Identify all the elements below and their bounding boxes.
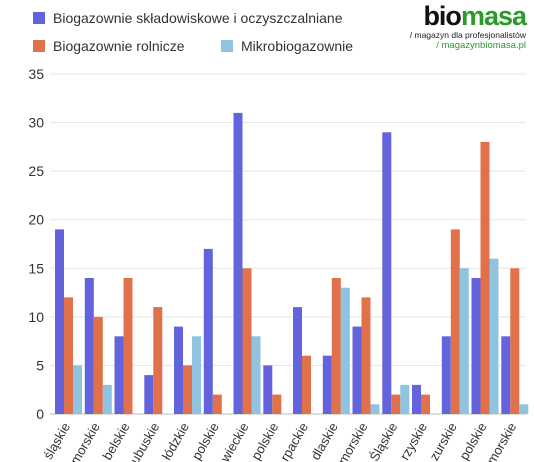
y-axis-ticks: 0 5 10 15 20 25 30 35 <box>28 66 44 422</box>
x-tick-label: morskie <box>484 420 520 462</box>
bar-series-3 <box>192 336 201 414</box>
legend-swatch <box>33 12 45 24</box>
bar-series-3 <box>340 287 350 414</box>
x-tick-label: śląskie <box>40 420 73 462</box>
bar-series-3 <box>73 365 82 414</box>
x-tick-label: rpackie <box>277 420 311 462</box>
x-tick-label: zurskie <box>426 420 460 462</box>
legend-label: Biogazownie składowiskowe i oczyszczalni… <box>53 10 343 26</box>
bar-series-2 <box>450 229 460 414</box>
bar-series-1 <box>293 307 302 414</box>
x-tick-label: belskie <box>99 420 132 462</box>
x-tick-label: Śląskie <box>366 420 400 462</box>
legend-item-series-2: Biogazownie rolnicze <box>33 38 185 54</box>
legend-item-series-3: Mikrobiogazownie <box>221 38 353 54</box>
brand-logo: biomasa <box>410 1 527 31</box>
bar-series-1 <box>233 112 243 415</box>
x-tick-label: wieckie <box>217 420 252 462</box>
y-tick-label: 5 <box>36 357 44 373</box>
bar-series-3 <box>102 384 112 414</box>
brand-logo-bio: bio <box>423 1 461 31</box>
legend-swatch <box>221 40 233 52</box>
bar-series-3 <box>519 404 529 414</box>
bar-series-2 <box>93 316 103 414</box>
bar-series-3 <box>251 336 261 414</box>
bar-series-3 <box>370 404 380 414</box>
bar-series-2 <box>64 297 73 414</box>
brand-logo-masa: masa <box>460 1 527 31</box>
bar-series-1 <box>144 375 154 414</box>
bar-series-2 <box>510 268 520 414</box>
bar-series-2 <box>421 394 430 414</box>
bar-series-1 <box>55 229 64 414</box>
brand-tagline: / magazyn dla profesjonalistów <box>409 30 526 40</box>
bar-series-2 <box>302 355 311 414</box>
bar-series-1 <box>382 132 392 415</box>
bar-series-2 <box>123 278 133 414</box>
legend-item-series-1: Biogazownie składowiskowe i oczyszczalni… <box>33 10 342 26</box>
bar-series-1 <box>441 336 451 414</box>
bar-series-1 <box>412 384 421 414</box>
bar-series-1 <box>352 326 362 414</box>
bar-series-2 <box>212 394 222 414</box>
bar-series-2 <box>331 278 341 414</box>
bar-series-1 <box>114 336 124 414</box>
bars <box>55 112 529 415</box>
legend-label: Mikrobiogazownie <box>241 38 354 54</box>
legend-swatch <box>33 40 45 52</box>
legend-label: Biogazownie rolnicze <box>53 38 185 54</box>
x-tick-label: polskie <box>456 420 489 462</box>
y-tick-label: 0 <box>36 406 44 422</box>
y-tick-label: 35 <box>28 66 44 82</box>
y-tick-label: 20 <box>28 212 44 228</box>
bar-series-2 <box>153 307 163 414</box>
x-tick-label: ubuskie <box>127 420 162 462</box>
bar-series-1 <box>174 326 183 414</box>
bar-series-1 <box>84 278 94 414</box>
bar-series-1 <box>203 248 213 414</box>
x-tick-label: rzyskie <box>397 420 430 462</box>
bar-series-3 <box>400 384 410 414</box>
bar-series-3 <box>459 268 469 414</box>
y-tick-label: 10 <box>28 309 44 325</box>
bar-series-2 <box>361 297 371 414</box>
bar-series-2 <box>272 394 282 414</box>
y-tick-label: 25 <box>28 163 44 179</box>
brand-url: / magazynbiomasa.pl <box>436 40 526 51</box>
y-tick-label: 15 <box>28 260 44 276</box>
bar-series-1 <box>322 355 332 414</box>
bar-series-1 <box>471 278 481 414</box>
bar-series-1 <box>501 336 511 414</box>
bar-series-2 <box>480 142 490 414</box>
bar-series-2 <box>242 268 252 414</box>
x-tick-label: łódzkie <box>159 420 192 462</box>
y-tick-label: 30 <box>28 115 44 131</box>
bar-series-2 <box>183 365 192 414</box>
bar-series-1 <box>263 365 273 414</box>
brand-logo-block: biomasa / magazyn dla profesjonalistów /… <box>409 1 527 52</box>
x-tick-label: morskie <box>335 420 371 462</box>
x-axis-ticks: śląskieomorskiebelskieubuskiełódzkiepols… <box>40 420 519 462</box>
bar-series-2 <box>391 394 401 414</box>
bar-series-3 <box>489 258 499 414</box>
